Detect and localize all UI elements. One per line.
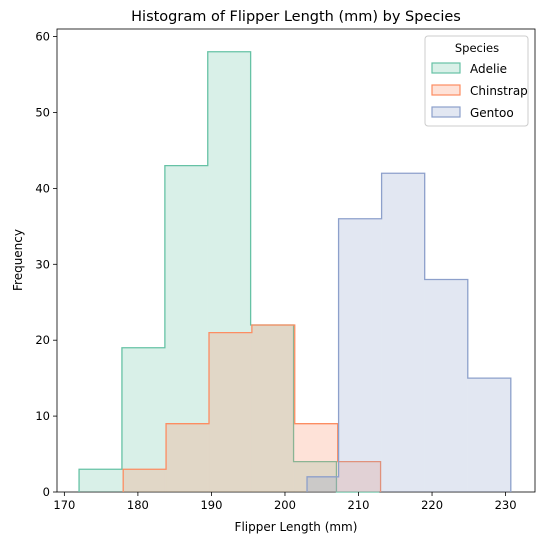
gentoo-bar [338, 218, 382, 493]
series-adelie [78, 51, 380, 493]
series-chinstrap [122, 324, 382, 492]
y-tick-label: 0 [43, 485, 50, 499]
x-tick-label: 230 [495, 498, 517, 512]
adelie-bar [121, 347, 165, 492]
y-tick-label: 10 [35, 409, 50, 423]
y-tick-label: 60 [35, 30, 50, 44]
histogram-bars [78, 51, 512, 493]
plot-frame [56, 28, 536, 493]
y-tick-label: 30 [35, 257, 50, 271]
y-axis: 0 10 20 30 40 50 60 [35, 30, 57, 499]
chinstrap-bar [123, 469, 167, 492]
legend-label-chinstrap: Chinstrap [470, 84, 528, 98]
legend-frame [424, 35, 529, 127]
legend-label-adelie: Adelie [470, 62, 507, 76]
chinstrap-bar [294, 423, 338, 492]
adelie-bar [250, 325, 294, 492]
legend-items: Adelie Chinstrap Gentoo [431, 62, 528, 120]
y-tick-label: 20 [35, 333, 50, 347]
adelie-bar [207, 51, 251, 492]
adelie-bar [164, 165, 208, 492]
x-axis-label: Flipper Length (mm) [235, 520, 358, 534]
legend-swatch-adelie [431, 62, 461, 74]
adelie-step-outline [78, 51, 380, 493]
x-tick-label: 200 [274, 498, 296, 512]
chinstrap-bar [166, 423, 210, 492]
gentoo-bar [424, 279, 468, 492]
x-tick-label: 190 [200, 498, 222, 512]
x-tick-label: 220 [421, 498, 443, 512]
x-tick-label: 170 [53, 498, 75, 512]
x-tick-label: 180 [127, 498, 149, 512]
gentoo-bar [307, 476, 339, 492]
legend-swatch-gentoo [431, 106, 461, 118]
adelie-bar [79, 469, 122, 492]
chinstrap-bar [209, 332, 252, 492]
x-tick-label: 210 [348, 498, 370, 512]
chinstrap-step-outline [122, 324, 382, 492]
legend-label-gentoo: Gentoo [470, 106, 514, 120]
plot-area: 170 180 190 200 210 220 230 0 10 20 30 40 50 60 [35, 28, 536, 512]
gentoo-step-outline [306, 172, 512, 492]
chart-title: Histogram of Flipper Length (mm) by Spec… [131, 9, 461, 25]
legend-item-adelie: Adelie [431, 62, 507, 76]
chinstrap-bar [251, 325, 295, 492]
gentoo-bar [381, 173, 425, 492]
legend-swatch-chinstrap [431, 84, 461, 96]
gentoo-bar [467, 378, 511, 492]
x-axis: 170 180 190 200 210 220 230 [53, 492, 517, 512]
legend: Species Adelie Chinstrap Gentoo [424, 35, 529, 127]
y-axis-label: Frequency [11, 229, 25, 291]
series-gentoo [306, 172, 512, 493]
chinstrap-bar [337, 461, 381, 492]
y-tick-label: 50 [35, 105, 50, 119]
legend-title: Species [455, 41, 499, 55]
y-tick-label: 40 [35, 181, 50, 195]
legend-item-chinstrap: Chinstrap [431, 84, 528, 98]
legend-item-gentoo: Gentoo [431, 106, 514, 120]
